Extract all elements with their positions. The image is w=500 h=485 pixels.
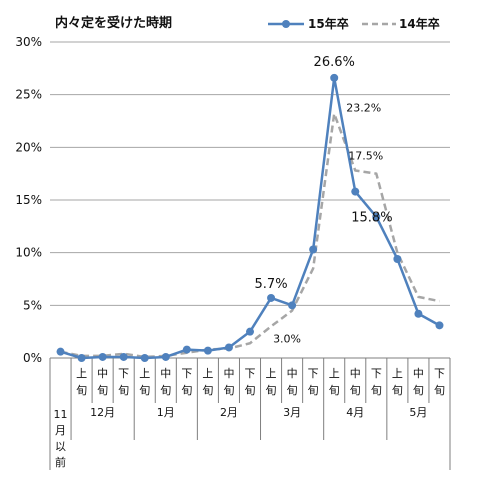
x-tick-label: 旬 (181, 384, 192, 397)
y-tick-label: 25% (15, 88, 42, 102)
y-tick-label: 10% (15, 246, 42, 260)
legend: 15年卒 14年卒 (268, 16, 440, 31)
x-tick-label: 上 (139, 367, 150, 380)
y-tick-label: 15% (15, 193, 42, 207)
series-line (60, 112, 440, 359)
data-point (119, 352, 128, 361)
x-tick-label: 下 (371, 367, 382, 380)
y-tick-label: 5% (23, 298, 42, 312)
legend-marker-15 (282, 20, 290, 28)
x-tick-label: 旬 (97, 384, 108, 397)
data-point (267, 293, 276, 302)
y-tick-label: 20% (15, 140, 42, 154)
data-point (393, 254, 402, 263)
data-point (246, 327, 254, 336)
x-tick-label: 中 (97, 367, 108, 380)
data-point (309, 245, 318, 254)
x-tick-label: 旬 (266, 384, 277, 397)
x-tick-label: 旬 (434, 384, 445, 397)
x-tick-label: 旬 (118, 384, 129, 397)
data-point (140, 354, 149, 362)
month-label: 12月 (90, 406, 115, 419)
x-tick-label: 下 (245, 367, 256, 380)
data-point (203, 346, 212, 355)
data-point (56, 347, 65, 356)
first-category-label: 月 (55, 424, 66, 437)
first-category-label: 前 (55, 455, 66, 469)
data-point (288, 301, 297, 310)
x-tick-label: 下 (118, 367, 129, 380)
legend-label-15: 15年卒 (308, 16, 349, 31)
data-label: 26.6% (314, 55, 355, 70)
data-point (435, 321, 444, 330)
y-axis-ticks: 0% 5% 10% 15% 20% 25% 30% (15, 35, 42, 365)
data-label: 23.2% (346, 102, 381, 115)
x-tick-label: 旬 (245, 384, 256, 397)
data-point (224, 343, 233, 352)
x-tick-label: 下 (308, 367, 319, 380)
x-tick-label: 上 (329, 367, 340, 380)
x-tick-label: 旬 (329, 384, 340, 397)
data-point (98, 352, 107, 361)
x-tick-label: 旬 (371, 384, 382, 397)
data-point (182, 345, 191, 354)
x-tick-label: 下 (181, 367, 192, 380)
y-tick-label: 30% (15, 35, 42, 49)
data-point (161, 352, 170, 361)
month-label: 3月 (283, 406, 301, 419)
month-label: 1月 (157, 406, 175, 419)
legend-label-14: 14年卒 (399, 16, 440, 31)
x-tick-label: 旬 (223, 384, 234, 397)
x-tick-label: 旬 (392, 384, 403, 397)
x-tick-label: 旬 (308, 384, 319, 397)
data-point (372, 212, 381, 221)
x-tick-label: 中 (160, 367, 171, 380)
x-tick-label: 旬 (350, 384, 361, 397)
data-point (330, 73, 339, 82)
x-tick-label: 中 (413, 367, 424, 380)
month-label: 2月 (220, 406, 238, 419)
grid (50, 41, 450, 306)
x-tick-label: 上 (202, 367, 213, 380)
series-layer (56, 73, 444, 362)
x-tick-label: 旬 (160, 384, 171, 397)
first-category-label: 11 (54, 408, 68, 421)
y-tick-label: 0% (23, 351, 42, 365)
data-point (351, 187, 360, 196)
data-label: 3.0% (273, 332, 301, 345)
x-tick-label: 中 (350, 367, 361, 380)
data-label: 17.5% (348, 150, 383, 163)
data-label: 5.7% (255, 277, 288, 292)
x-tick-label: 旬 (139, 384, 150, 397)
chart-title: 内々定を受けた時期 (55, 15, 172, 31)
x-tick-label: 旬 (202, 384, 213, 397)
x-tick-label: 上 (392, 367, 403, 380)
x-tick-label: 中 (223, 367, 234, 380)
data-point (414, 309, 423, 318)
month-label: 4月 (346, 406, 364, 419)
x-tick-label: 上 (76, 367, 87, 380)
x-tick-label: 旬 (287, 384, 298, 397)
data-label: 15.8% (351, 211, 392, 226)
first-category-label: 以 (55, 440, 66, 453)
data-point (77, 354, 86, 362)
data-labels: 26.6% 23.2% 17.5% 15.8% 5.7% 3.0% (255, 55, 393, 346)
x-tick-label: 旬 (413, 384, 424, 397)
x-axis: 上旬中旬下旬上旬中旬下旬上旬中旬下旬上旬中旬下旬上旬中旬下旬上旬中旬下旬11月以… (49, 357, 451, 470)
x-tick-label: 旬 (76, 384, 87, 397)
x-tick-label: 下 (434, 367, 445, 380)
x-tick-label: 上 (266, 367, 277, 380)
month-label: 5月 (409, 406, 427, 419)
x-tick-label: 中 (287, 367, 298, 380)
